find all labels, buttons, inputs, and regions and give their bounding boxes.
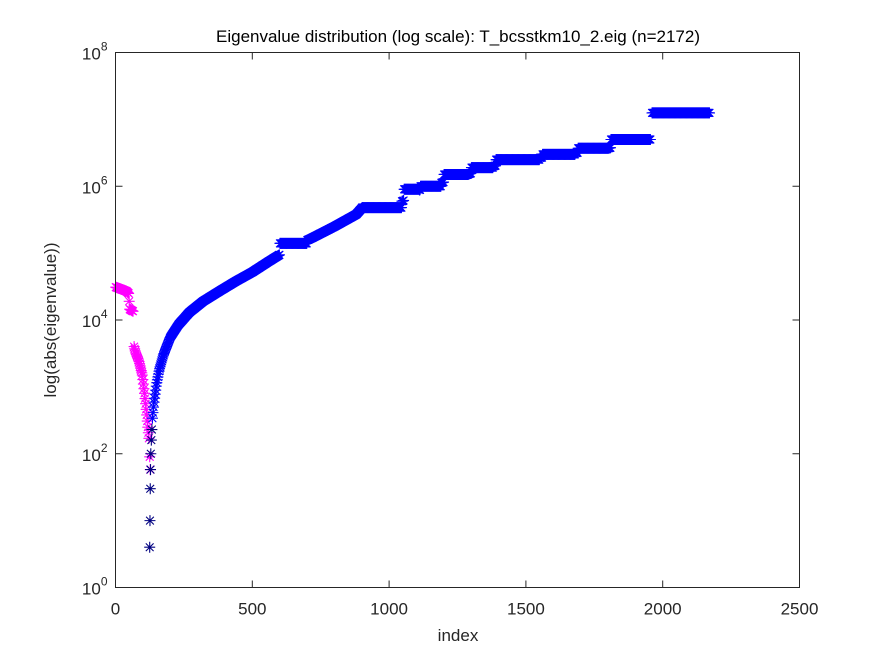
y-tick-base: 10 [82,312,101,331]
positive-eigenvalue-point [146,424,158,436]
positive-eigenvalue-point [703,107,715,119]
x-tick-label: 0 [111,600,120,619]
x-axis-label: index [438,626,479,645]
y-tick-label: 106 [82,173,108,197]
y-tick-base: 10 [82,446,101,465]
y-tick-exponent: 6 [101,173,108,187]
positive-eigenvalue-point [144,541,156,553]
positive-eigenvalue-point [273,249,285,261]
negative-eigenvalue-point [140,403,152,415]
negative-eigenvalue-point [123,295,135,307]
y-tick-exponent: 0 [101,575,108,589]
y-axis-label: log(abs(eigenvalue)) [41,243,60,398]
positive-eigenvalue-point [395,202,407,214]
axes-box [115,52,800,588]
positive-eigenvalue-point [398,194,410,206]
chart-title: Eigenvalue distribution (log scale): T_b… [216,27,700,46]
x-tick-label: 2000 [644,600,682,619]
x-tick-label: 2500 [781,600,819,619]
x-tick-label: 1000 [370,600,408,619]
positive-eigenvalue-point [604,142,616,154]
marks-layer [110,107,715,553]
negative-eigenvalue-point [144,451,156,463]
positive-eigenvalue-point [490,160,502,172]
y-tick-exponent: 2 [101,441,108,455]
positive-eigenvalue-point [146,412,158,424]
positive-eigenvalue-point [144,483,156,495]
negative-eigenvalue-point [123,287,135,299]
positive-eigenvalue-point [438,176,450,188]
x-tick-label: 500 [238,600,266,619]
y-tick-exponent: 4 [101,307,108,321]
negative-eigenvalue-point [142,421,154,433]
negative-eigenvalue-point [141,415,153,427]
y-tick-base: 10 [82,580,101,599]
positive-eigenvalue-point [147,407,159,419]
negative-eigenvalue-point [141,409,153,421]
positive-eigenvalue-point [145,434,157,446]
y-tick-label: 108 [82,40,108,64]
y-tick-label: 100 [82,575,108,599]
positive-eigenvalue-point [145,464,157,476]
y-tick-base: 10 [82,178,101,197]
negative-eigenvalue-point [127,305,139,317]
positive-eigenvalue-point [465,167,477,179]
y-tick-base: 10 [82,45,101,64]
positive-eigenvalue-point [145,448,157,460]
y-tick-label: 104 [82,307,108,331]
positive-eigenvalue-point [644,134,656,146]
y-tick-exponent: 8 [101,40,108,54]
positive-eigenvalue-point [144,515,156,527]
negative-eigenvalue-point [140,398,152,410]
x-tick-label: 1500 [507,600,545,619]
y-tick-label: 102 [82,441,108,465]
